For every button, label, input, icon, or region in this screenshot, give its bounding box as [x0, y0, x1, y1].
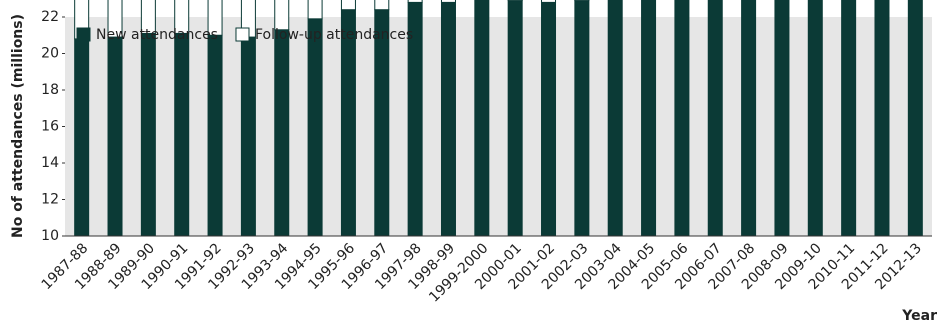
- bar-segment: [140, 32, 156, 237]
- bar-segment: [74, 38, 90, 237]
- bar-segment: [741, 0, 757, 237]
- y-tick-label: 22: [41, 9, 59, 25]
- bar-segment: [107, 36, 123, 237]
- bar-segment: [307, 0, 323, 20]
- bar-segment: [541, 0, 557, 3]
- bar-segment: [207, 34, 223, 237]
- bar-segment: [407, 0, 423, 3]
- bar-segment: [874, 0, 890, 237]
- bar-segment: [340, 0, 356, 11]
- bar-segment: [807, 0, 823, 237]
- bar-segment: [674, 0, 690, 237]
- bar-segment: [174, 0, 190, 34]
- bar-segment: [607, 0, 623, 237]
- x-axis-label: Year: [901, 308, 937, 324]
- legend-swatch: [235, 27, 250, 42]
- bar-segment: [174, 32, 190, 237]
- y-axis-label: No of attendances (millions): [10, 14, 26, 238]
- legend-label: Follow-up attendances: [255, 27, 413, 43]
- bar-segment: [207, 0, 223, 36]
- bar-segment: [541, 1, 557, 237]
- bar-segment: [707, 0, 723, 237]
- bar-segment: [507, 0, 523, 237]
- y-tick-label: 14: [41, 155, 59, 171]
- y-tick-label: 16: [41, 119, 59, 135]
- plot-background: [65, 17, 932, 236]
- bar-segment: [574, 0, 590, 2]
- bar-segment: [107, 0, 123, 38]
- y-tick-label: 10: [41, 228, 59, 244]
- bar-segment: [641, 0, 657, 237]
- bar-segment: [240, 36, 256, 237]
- bar-segment: [440, 1, 456, 237]
- legend-swatch: [76, 27, 91, 42]
- bar-segment: [274, 0, 290, 31]
- bar-segment: [440, 0, 456, 3]
- bar-segment: [140, 0, 156, 34]
- legend-label: New attendances: [96, 27, 218, 43]
- bar-segment: [841, 0, 857, 237]
- bar-segment: [374, 0, 390, 11]
- bar-segment: [907, 0, 923, 237]
- bar-segment: [507, 0, 523, 2]
- y-tick-label: 20: [41, 46, 59, 62]
- bar-segment: [307, 18, 323, 237]
- bar-segment: [774, 0, 790, 237]
- bar-segment: [474, 0, 490, 237]
- bar-segment: [574, 0, 590, 237]
- y-tick-label: 18: [41, 82, 59, 98]
- bar-segment: [374, 9, 390, 237]
- y-tick-label: 12: [41, 192, 59, 208]
- bar-segment: [340, 9, 356, 237]
- bar-segment: [274, 29, 290, 237]
